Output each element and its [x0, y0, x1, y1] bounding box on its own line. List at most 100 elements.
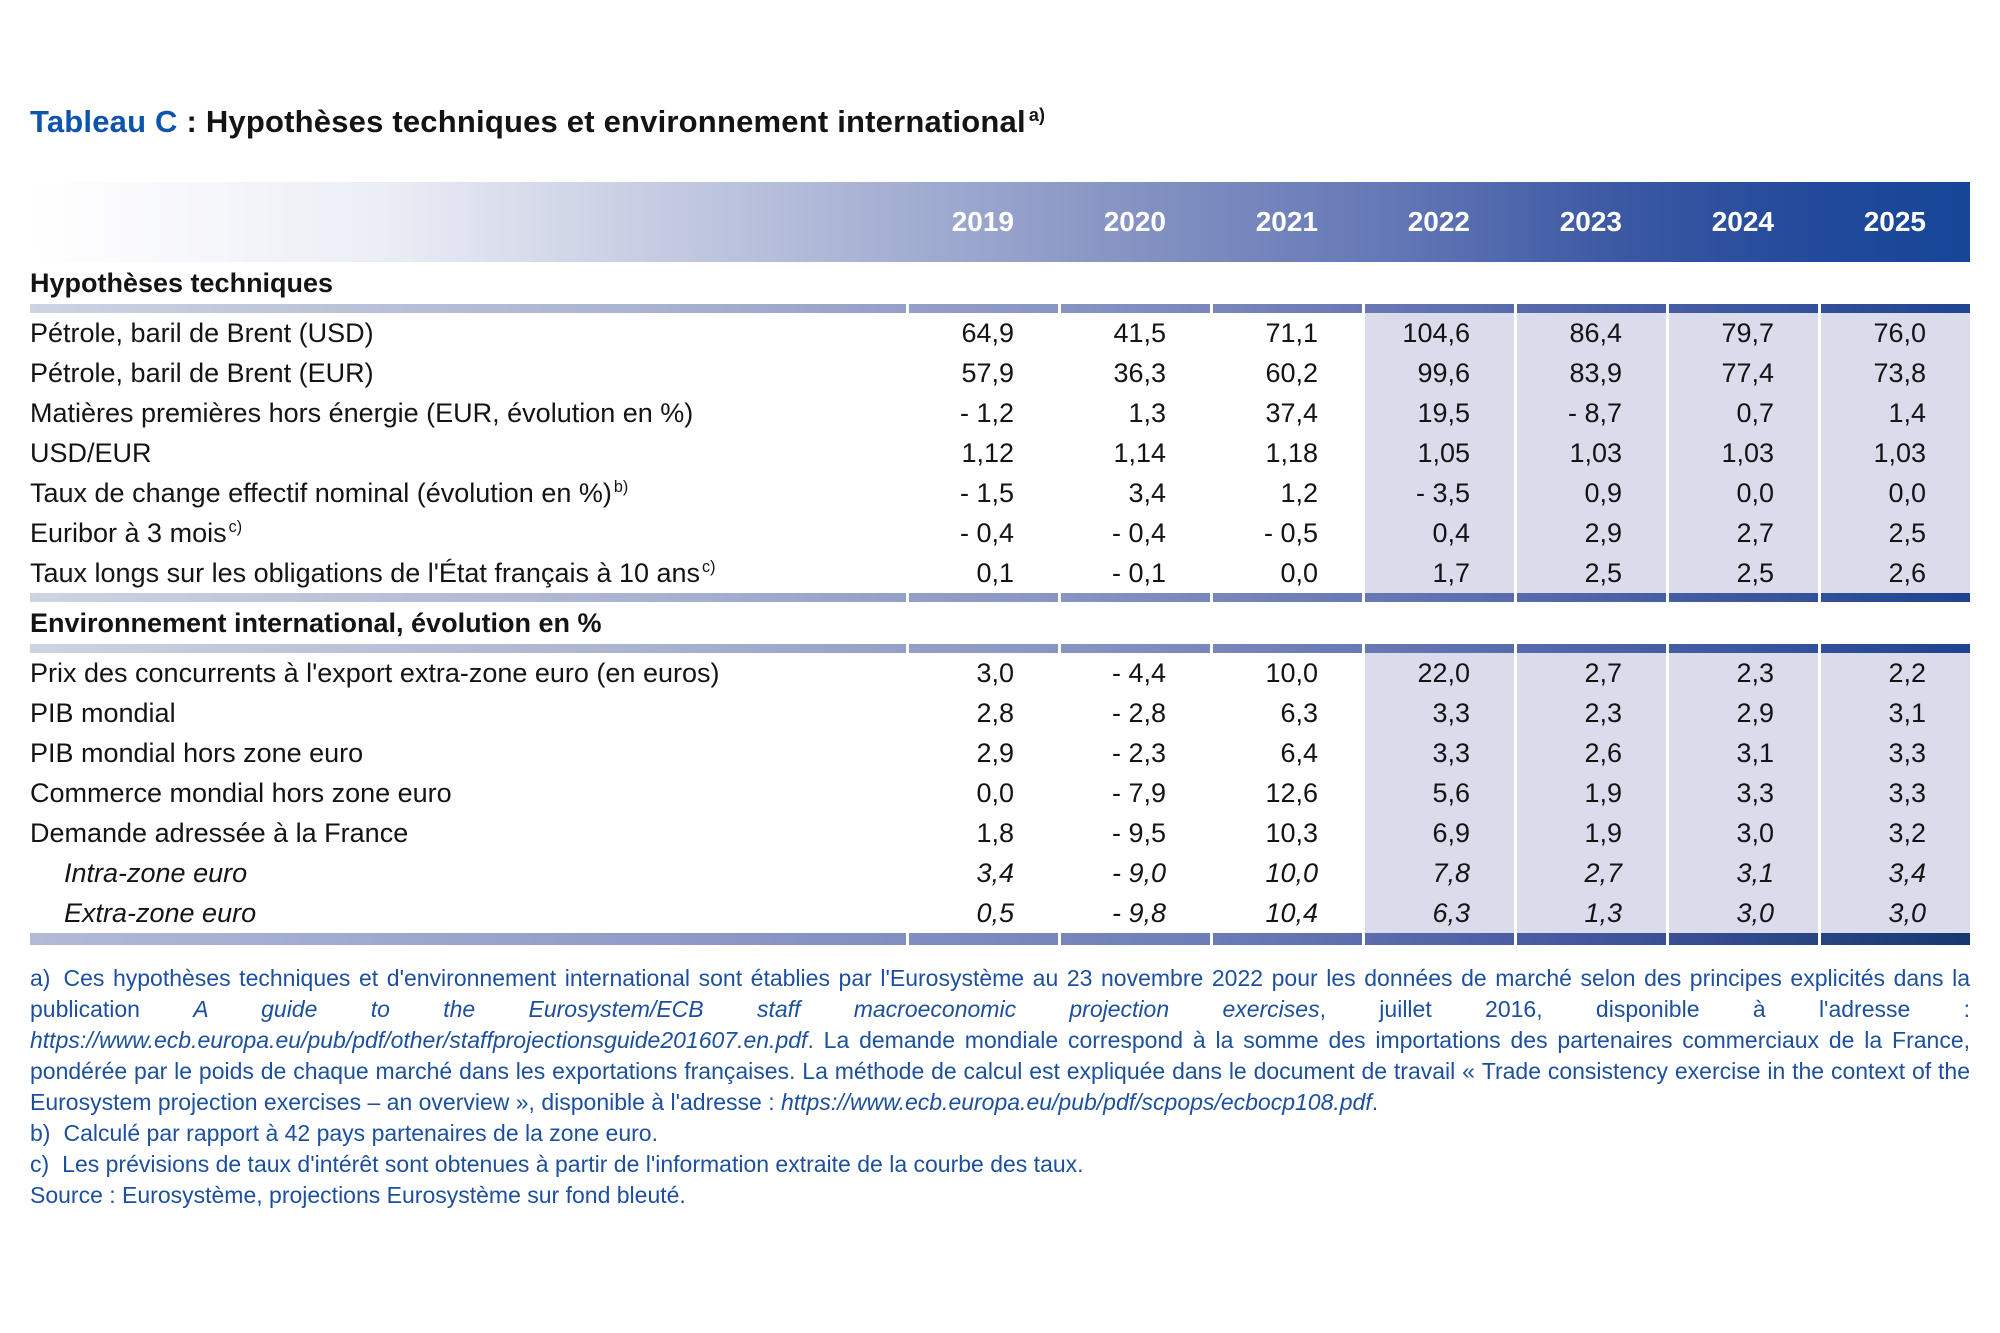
- row-label: Demande adressée à la France: [30, 813, 906, 853]
- value-cell: 3,3: [1818, 733, 1970, 773]
- row-label: Euribor à 3 mois c): [30, 513, 906, 553]
- year-header: 2023: [1559, 206, 1622, 237]
- value-cell: 10,4: [1265, 897, 1318, 928]
- value-cell: 41,5: [1113, 317, 1166, 348]
- row-label-text: Euribor à 3 mois c): [30, 517, 243, 548]
- value-cell: 2,9: [1514, 513, 1666, 553]
- value-cell: 7,8: [1362, 853, 1514, 893]
- value-cell: - 1,2: [959, 397, 1014, 428]
- rule-segment: [1210, 933, 1362, 945]
- value-cell: 12,6: [1265, 777, 1318, 808]
- footnote-text-segment: .: [1371, 1089, 1379, 1115]
- value-cell: 71,1: [1265, 317, 1318, 348]
- value-cell: 6,4: [1280, 737, 1318, 768]
- value-cell: 1,03: [1666, 433, 1818, 473]
- rule-segment: [1058, 593, 1210, 602]
- value-cell: 2,6: [1818, 553, 1970, 593]
- table-body: Hypothèses techniques Pétrole, baril de B…: [30, 262, 1970, 945]
- rule-segment: [1666, 304, 1818, 313]
- value-cell: 1,03: [1818, 433, 1970, 473]
- value-cell: 0,4: [1362, 513, 1514, 553]
- value-cell: 1,4: [1818, 393, 1970, 433]
- rule-segment: [1818, 304, 1970, 313]
- value-cell: 2,9: [1666, 693, 1818, 733]
- value-cell: 2,9: [976, 737, 1014, 768]
- section-header-label: Hypothèses techniques: [30, 267, 334, 298]
- row-label-text: Prix des concurrents à l'export extra-zo…: [30, 657, 720, 688]
- year-header: 2025: [1863, 206, 1926, 237]
- rule-segment: [30, 933, 906, 945]
- table-row: Demande adressée à la France 1,8 - 9,5 10,3…: [30, 813, 1970, 853]
- footnote-text-segment: Source : Eurosystème, projections Eurosy…: [30, 1182, 686, 1208]
- year-header: 2024: [1711, 206, 1774, 237]
- rule-segment: [30, 644, 906, 653]
- rule-segment: [906, 304, 1058, 313]
- value-cell: 3,3: [1818, 773, 1970, 813]
- source-note: Source : Eurosystème, projections Eurosy…: [30, 1180, 1970, 1211]
- value-cell: 3,0: [1666, 893, 1818, 933]
- value-cell: 86,4: [1514, 313, 1666, 353]
- footnote-url: https://www.ecb.europa.eu/pub/pdf/scpops…: [780, 1089, 1372, 1115]
- year-header: 2020: [1103, 206, 1166, 237]
- row-label-text: Matières premières hors énergie (EUR, év…: [30, 397, 694, 428]
- table-row: Taux de change effectif nominal (évoluti…: [30, 473, 1970, 513]
- title-separator: :: [177, 104, 206, 139]
- rule-segment: [1210, 644, 1362, 653]
- value-cell: - 1,5: [959, 477, 1014, 508]
- row-label: Pétrole, baril de Brent (EUR): [30, 353, 906, 393]
- rule-segment: [1210, 304, 1362, 313]
- row-label: PIB mondial: [30, 693, 906, 733]
- row-label-text: Taux longs sur les obligations de l'État…: [30, 557, 716, 588]
- value-cell: 2,5: [1514, 553, 1666, 593]
- row-note-ref: b): [613, 477, 629, 496]
- value-cell: 3,2: [1818, 813, 1970, 853]
- rule-segment: [1362, 644, 1514, 653]
- rule-segment: [1362, 593, 1514, 602]
- value-cell: 2,5: [1818, 513, 1970, 553]
- value-cell: 1,9: [1514, 773, 1666, 813]
- rule-segment: [1058, 933, 1210, 945]
- value-cell: 6,3: [1280, 697, 1318, 728]
- value-cell: 0,0: [1818, 473, 1970, 513]
- row-note-ref: c): [228, 517, 243, 536]
- row-label-text: Commerce mondial hors zone euro: [30, 777, 452, 808]
- value-cell: - 7,9: [1111, 777, 1166, 808]
- value-cell: 3,1: [1818, 693, 1970, 733]
- value-cell: 3,3: [1362, 733, 1514, 773]
- value-cell: 0,7: [1666, 393, 1818, 433]
- projections-table: 2019 2020 2021 2022 2023 2024 2025 Hypothèses …: [30, 182, 1970, 945]
- value-cell: 3,3: [1362, 693, 1514, 733]
- value-cell: 10,0: [1265, 657, 1318, 688]
- row-label: Taux de change effectif nominal (évoluti…: [30, 473, 906, 513]
- value-cell: 2,8: [976, 697, 1014, 728]
- value-cell: - 3,5: [1362, 473, 1514, 513]
- value-cell: 3,4: [976, 857, 1014, 888]
- rule-segment: [906, 644, 1058, 653]
- value-cell: 3,1: [1666, 733, 1818, 773]
- value-cell: - 9,0: [1111, 857, 1166, 888]
- value-cell: 2,7: [1514, 853, 1666, 893]
- value-cell: 1,12: [961, 437, 1014, 468]
- row-label-text: Pétrole, baril de Brent (EUR): [30, 357, 374, 388]
- row-label: PIB mondial hors zone euro: [30, 733, 906, 773]
- footnotes: a) Ces hypothèses techniques et d'environ…: [30, 963, 1970, 1211]
- value-cell: 0,0: [1280, 557, 1318, 588]
- footnote-text-segment: A guide to the Eurosystem/ECB staff macr…: [193, 996, 1320, 1022]
- year-header: 2019: [951, 206, 1014, 237]
- footnote-text-segment: Calculé par rapport à 42 pays partenaire…: [63, 1120, 658, 1146]
- rule-segment: [906, 593, 1058, 602]
- footnote-marker: b): [30, 1120, 51, 1146]
- value-cell: 64,9: [961, 317, 1014, 348]
- row-label-text: Extra-zone euro: [64, 897, 257, 928]
- rule-segment: [1818, 593, 1970, 602]
- value-cell: 3,4: [1128, 477, 1166, 508]
- value-cell: 1,03: [1514, 433, 1666, 473]
- value-cell: 5,6: [1362, 773, 1514, 813]
- footnote-text-segment: , juillet 2016, disponible à l'adresse :: [1319, 996, 1970, 1022]
- value-cell: 3,0: [1666, 813, 1818, 853]
- footnote-b: b) Calculé par rapport à 42 pays partenai…: [30, 1118, 1970, 1149]
- section-header: Environnement international, évolution e…: [30, 602, 1970, 644]
- value-cell: 1,14: [1113, 437, 1166, 468]
- rule-segment: [1666, 933, 1818, 945]
- value-cell: 37,4: [1265, 397, 1318, 428]
